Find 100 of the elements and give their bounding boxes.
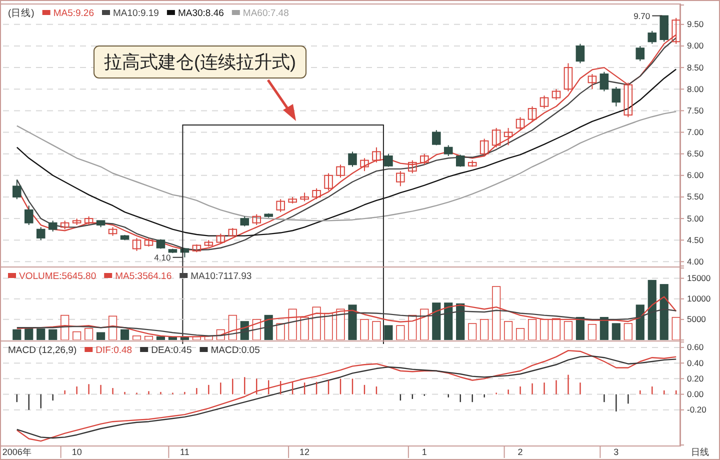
x-tick-label: 11 xyxy=(180,447,190,457)
bar xyxy=(516,328,525,340)
bar xyxy=(348,304,357,340)
y-tick-label: 0.00 xyxy=(687,389,704,399)
annotation: 拉高式建仓(连续拉升式) xyxy=(104,52,296,72)
bar xyxy=(24,328,34,340)
y-tick-label: 15000 xyxy=(687,273,711,284)
x-tick-label: 1 xyxy=(422,447,427,457)
bar xyxy=(276,323,285,340)
bar xyxy=(432,302,441,340)
candlestick xyxy=(516,116,525,131)
bar xyxy=(444,302,453,340)
candlestick xyxy=(216,233,226,244)
legend-label: MA30:8.46 xyxy=(178,8,224,19)
bar xyxy=(120,329,130,340)
candlestick xyxy=(456,154,465,168)
candlestick xyxy=(480,138,489,156)
legend-label: MACD:0.05 xyxy=(210,345,260,356)
candlestick xyxy=(648,30,657,44)
bar xyxy=(36,328,46,340)
x-tick-label: 10 xyxy=(72,447,82,457)
y-tick-label: 5000 xyxy=(687,314,706,324)
bar xyxy=(648,280,656,340)
bar xyxy=(384,325,393,340)
candlestick xyxy=(24,205,34,226)
bar xyxy=(456,303,465,340)
candlestick xyxy=(252,214,262,226)
candlestick xyxy=(552,88,561,100)
candlestick xyxy=(624,82,633,118)
candlestick xyxy=(420,153,429,166)
y-tick-label: 7.00 xyxy=(687,126,704,137)
legend-label: VOLUME:5645.80 xyxy=(19,271,96,282)
candlestick xyxy=(504,127,513,146)
x-tick-label: 12 xyxy=(300,447,310,457)
bar xyxy=(360,319,369,340)
bar xyxy=(660,284,668,340)
y-tick-label: 8.00 xyxy=(687,84,704,94)
candlestick xyxy=(312,188,321,200)
bar xyxy=(48,329,58,340)
chart-title: (日线) xyxy=(8,7,34,19)
bar xyxy=(468,323,477,340)
bar xyxy=(72,331,82,340)
y-tick-label: 8.50 xyxy=(687,62,704,72)
chart-title: MACD (12,26,9) xyxy=(8,345,77,356)
bar xyxy=(636,304,644,340)
x-tick-label: 2006年 xyxy=(2,447,32,457)
bar xyxy=(12,329,22,340)
annotation: 9.70 xyxy=(634,10,650,21)
legend-label: MA5:9.26 xyxy=(53,8,94,19)
bar xyxy=(372,321,381,340)
x-tick-label: 2 xyxy=(518,447,523,457)
candlestick xyxy=(36,226,46,241)
bar xyxy=(156,336,166,340)
annotation: 4.10 xyxy=(154,252,171,262)
candlestick xyxy=(348,151,357,168)
candlestick xyxy=(360,158,369,172)
candlestick xyxy=(492,127,501,148)
candlestick xyxy=(564,62,573,92)
candlestick xyxy=(576,43,585,64)
line-series xyxy=(16,308,677,336)
y-tick-label: 7.50 xyxy=(687,105,704,116)
bar xyxy=(504,321,513,340)
legend-label: DIF:0.48 xyxy=(96,345,132,356)
bar xyxy=(600,316,608,340)
candlestick xyxy=(48,220,58,232)
candlestick xyxy=(612,86,621,107)
candlestick xyxy=(540,95,549,110)
y-tick-label: 0.60 xyxy=(687,342,704,352)
x-tick-label: 3 xyxy=(614,447,619,457)
candlestick xyxy=(660,15,669,42)
candlestick xyxy=(384,153,393,168)
y-tick-label: 6.00 xyxy=(687,170,704,180)
candlestick xyxy=(276,198,285,213)
candlestick xyxy=(600,71,609,92)
candlestick xyxy=(528,106,537,122)
y-tick-label: 9.00 xyxy=(687,40,704,51)
y-tick-label: 5.00 xyxy=(687,213,704,224)
legend-label: DEA:0.45 xyxy=(151,345,192,356)
y-tick-label: 4.50 xyxy=(687,234,704,245)
candlestick xyxy=(324,172,333,192)
candlestick xyxy=(240,216,250,227)
legend-label: MA60:7.48 xyxy=(242,8,289,19)
y-tick-label: 4.00 xyxy=(687,256,704,266)
candlestick xyxy=(588,74,597,90)
y-tick-label: 5.50 xyxy=(687,192,704,202)
bar xyxy=(96,332,106,340)
bar xyxy=(480,319,489,340)
y-tick-label: 0.40 xyxy=(687,358,704,368)
candlestick xyxy=(12,179,22,200)
candlestick xyxy=(444,144,453,156)
candlestick xyxy=(408,160,417,174)
y-tick-label: 6.50 xyxy=(687,148,704,159)
text: 日线 xyxy=(691,447,709,457)
bar xyxy=(588,324,596,340)
candlestick xyxy=(636,45,645,62)
legend-label: MA10:7117.93 xyxy=(190,271,252,282)
bar xyxy=(672,316,680,340)
candlestick xyxy=(372,146,381,163)
bar xyxy=(132,335,142,340)
y-tick-label: 10000 xyxy=(687,294,711,304)
